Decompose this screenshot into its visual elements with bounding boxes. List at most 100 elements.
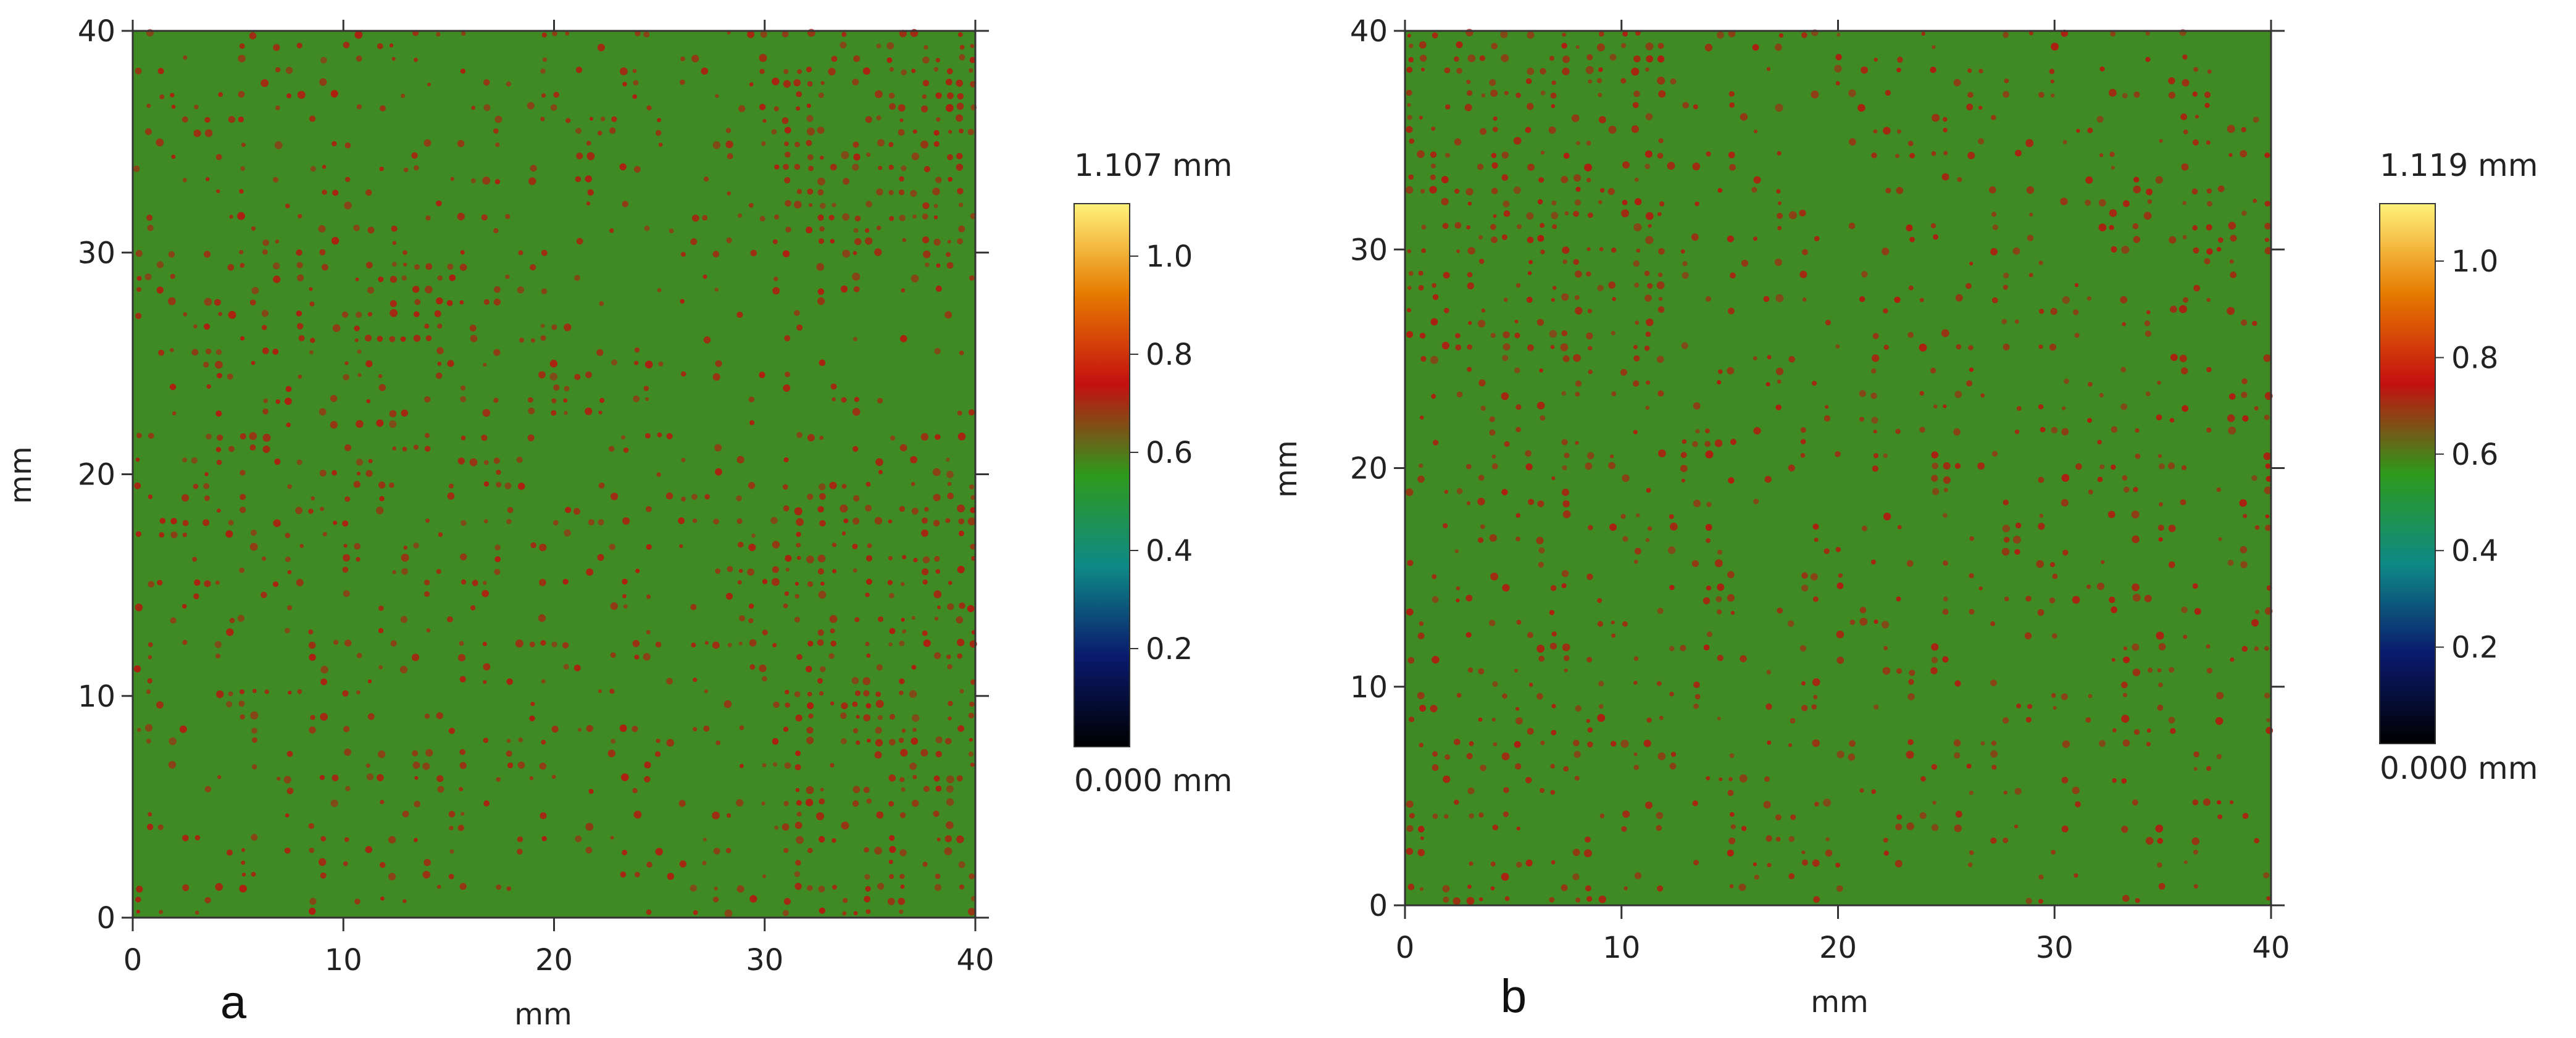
texture-dot: [783, 898, 791, 905]
texture-dot: [1611, 331, 1615, 336]
texture-dot: [657, 432, 662, 438]
texture-dot: [1588, 212, 1593, 218]
texture-dot: [1647, 283, 1653, 289]
texture-dot: [296, 43, 302, 49]
texture-dot: [1633, 765, 1640, 770]
texture-dot: [773, 276, 778, 281]
texture-dot: [889, 835, 895, 841]
texture-dot: [2099, 153, 2104, 157]
texture-dot: [2218, 537, 2222, 541]
texture-dot: [691, 642, 696, 648]
texture-dot: [319, 408, 327, 416]
texture-dot: [1493, 214, 1497, 218]
texture-dot: [1728, 30, 1736, 38]
texture-dot: [1418, 270, 1423, 276]
texture-dot: [1859, 618, 1868, 626]
texture-dot: [772, 566, 779, 573]
texture-dot: [2145, 837, 2154, 845]
texture-dot: [1636, 513, 1640, 518]
texture-dot: [159, 94, 165, 99]
texture-dot: [320, 665, 328, 674]
texture-dot: [1969, 262, 1974, 266]
texture-dot: [1885, 188, 1891, 194]
texture-dot: [1480, 128, 1487, 135]
texture-dot: [863, 714, 870, 721]
texture-dot: [830, 763, 835, 768]
texture-dot: [794, 691, 801, 697]
texture-dot: [619, 725, 627, 732]
texture-dot: [228, 520, 234, 526]
texture-dot: [818, 591, 827, 599]
texture-dot: [2076, 128, 2080, 133]
texture-dot: [806, 736, 814, 744]
texture-dot: [968, 751, 973, 757]
texture-dot: [1429, 186, 1437, 194]
texture-dot: [1943, 151, 1948, 156]
texture-dot: [646, 544, 652, 550]
texture-dot: [898, 104, 906, 112]
texture-dot: [783, 164, 789, 170]
texture-dot: [135, 457, 140, 462]
texture-dot: [2206, 766, 2211, 771]
texture-dot: [2168, 716, 2175, 724]
texture-dot: [830, 641, 836, 647]
texture-dot: [1896, 668, 1903, 674]
texture-dot: [713, 896, 719, 903]
texture-dot: [1478, 235, 1483, 240]
texture-dot: [2121, 778, 2127, 784]
texture-dot: [2123, 646, 2127, 650]
texture-dot: [944, 847, 952, 855]
texture-dot: [933, 204, 938, 209]
texture-dot: [1431, 164, 1436, 168]
y-tick-label: 40: [78, 14, 115, 49]
texture-dot: [1467, 367, 1472, 372]
texture-dot: [1409, 138, 1415, 144]
texture-dot: [2014, 787, 2022, 795]
texture-dot: [1621, 209, 1629, 218]
texture-dot: [900, 749, 908, 757]
texture-dot: [609, 127, 616, 134]
texture-dot: [2036, 560, 2045, 568]
texture-dot: [309, 301, 315, 307]
texture-dot: [1931, 151, 1936, 156]
texture-dot: [1467, 90, 1473, 96]
texture-dot: [902, 555, 907, 560]
texture-dot: [1706, 502, 1712, 507]
texture-dot: [1515, 283, 1521, 288]
texture-dot: [797, 69, 802, 75]
texture-dot: [643, 653, 651, 661]
texture-dot: [957, 653, 962, 659]
texture-dot: [923, 639, 931, 647]
texture-dot: [2087, 127, 2093, 133]
texture-dot: [1896, 814, 1903, 820]
texture-dot: [2251, 619, 2259, 627]
texture-dot: [785, 372, 791, 378]
texture-dot: [1953, 78, 1961, 86]
texture-dot: [679, 544, 683, 549]
texture-dot: [852, 251, 857, 255]
texture-dot: [714, 288, 719, 292]
texture-dot: [1953, 428, 1961, 436]
texture-dot: [923, 166, 930, 173]
texture-dot: [2109, 225, 2114, 230]
texture-dot: [1908, 285, 1914, 291]
texture-dot: [345, 786, 351, 792]
texture-dot: [877, 397, 883, 404]
texture-dot: [783, 384, 791, 392]
texture-dot: [1921, 31, 1925, 36]
texture-dot: [203, 483, 210, 489]
texture-dot: [1588, 79, 1593, 84]
texture-dot: [1504, 91, 1509, 96]
texture-dot: [483, 680, 487, 684]
texture-dot: [1885, 89, 1891, 96]
texture-dot: [2241, 210, 2247, 216]
texture-dot: [1586, 271, 1591, 277]
texture-dot: [585, 823, 594, 831]
texture-dot: [899, 506, 906, 512]
texture-dot: [1767, 863, 1772, 868]
texture-dot: [483, 481, 490, 487]
texture-dot: [1406, 800, 1414, 808]
texture-dot: [2049, 343, 2057, 351]
texture-dot: [470, 334, 478, 343]
texture-dot: [1574, 295, 1580, 301]
